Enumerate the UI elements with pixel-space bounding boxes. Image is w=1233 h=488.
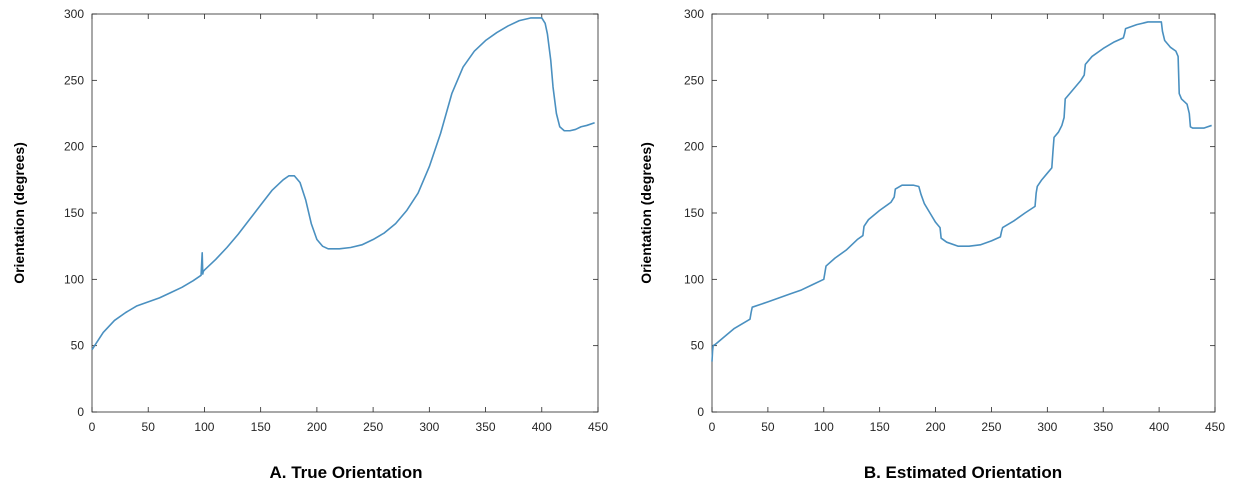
x-tick-label: 150 <box>870 420 890 434</box>
y-tick-label: 250 <box>64 73 84 87</box>
x-tick-label: 300 <box>419 420 439 434</box>
y-tick-label: 0 <box>697 405 704 419</box>
y-tick-label: 300 <box>684 7 704 21</box>
x-tick-label: 400 <box>532 420 552 434</box>
x-tick-label: 150 <box>251 420 271 434</box>
y-tick-label: 50 <box>691 339 705 353</box>
y-axis-label: Orientation (degrees) <box>638 142 654 284</box>
y-tick-label: 100 <box>64 272 84 286</box>
x-tick-label: 0 <box>709 420 716 434</box>
series-line-estimated-orientation <box>711 21 1212 362</box>
x-tick-label: 450 <box>588 420 608 434</box>
x-tick-label: 100 <box>194 420 214 434</box>
x-tick-label: 350 <box>476 420 496 434</box>
plot-area-frame <box>91 13 599 413</box>
y-tick-label: 150 <box>64 206 84 220</box>
chart-caption: B. Estimated Orientation <box>864 463 1062 482</box>
x-tick-label: 350 <box>1093 420 1113 434</box>
y-tick-label: 250 <box>684 73 704 87</box>
x-tick-label: 100 <box>814 420 834 434</box>
x-tick-label: 400 <box>1149 420 1169 434</box>
x-axis-ticks: 0 50 100 150 200 250 300 350 400 450 <box>709 14 1225 434</box>
series-line-true-orientation <box>91 17 595 351</box>
plot-area-frame <box>711 13 1216 413</box>
chart-caption: A. True Orientation <box>269 463 422 482</box>
x-tick-label: 0 <box>89 420 96 434</box>
y-tick-label: 150 <box>684 206 704 220</box>
x-tick-label: 200 <box>307 420 327 434</box>
x-tick-label: 50 <box>142 420 156 434</box>
y-tick-label: 200 <box>64 140 84 154</box>
x-tick-label: 50 <box>761 420 775 434</box>
y-tick-label: 50 <box>71 339 85 353</box>
x-tick-label: 250 <box>981 420 1001 434</box>
y-tick-label: 300 <box>64 7 84 21</box>
y-tick-label: 200 <box>684 140 704 154</box>
chart-estimated-orientation: 0 50 100 150 200 250 300 350 400 450 0 50 100 150 200… <box>638 7 1225 482</box>
y-axis-ticks: 0 50 100 150 200 250 300 <box>64 7 598 419</box>
chart-true-orientation: 0 50 100 150 200 250 300 350 400 450 0 50 100 150 200… <box>11 7 608 482</box>
x-tick-label: 250 <box>363 420 383 434</box>
x-axis-ticks: 0 50 100 150 200 250 300 350 400 450 <box>89 14 608 434</box>
y-tick-label: 100 <box>684 272 704 286</box>
x-tick-label: 450 <box>1205 420 1225 434</box>
y-tick-label: 0 <box>77 405 84 419</box>
y-axis-ticks: 0 50 100 150 200 250 300 <box>684 7 1215 419</box>
x-tick-label: 200 <box>926 420 946 434</box>
y-axis-label: Orientation (degrees) <box>11 142 27 284</box>
x-tick-label: 300 <box>1037 420 1057 434</box>
